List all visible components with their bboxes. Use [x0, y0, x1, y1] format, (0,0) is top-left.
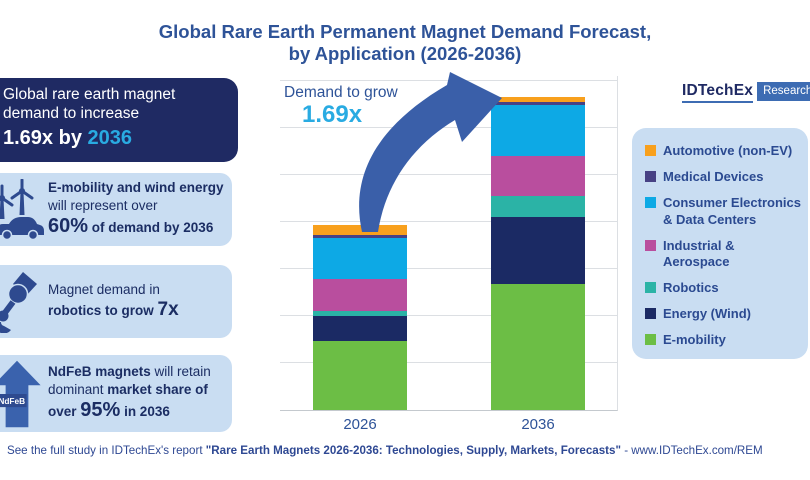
- legend: Automotive (non-EV) Medical Devices Consum…: [632, 128, 808, 359]
- headline-bold: 1.69x by: [3, 126, 88, 149]
- legend-label: Energy (Wind): [663, 306, 751, 322]
- growth-arrow: [359, 72, 502, 232]
- legend-item: Automotive (non-EV): [645, 143, 804, 160]
- bar-segment: [313, 225, 407, 236]
- bar-segment: [491, 284, 585, 410]
- headline-year: 2036: [87, 126, 133, 149]
- footer-prefix: See the full study in IDTechEx's report: [7, 444, 206, 457]
- legend-swatch: [645, 334, 656, 346]
- emobility-stat: 60% of demand by 2036: [48, 214, 224, 240]
- logo-brand: IDTechEx: [682, 82, 754, 103]
- footer-url[interactable]: www.IDTechEx.com/REM: [631, 444, 763, 457]
- legend-label: Medical Devices: [663, 168, 764, 184]
- bar-segment: [313, 237, 407, 280]
- idtechex-logo: IDTechEx Research: [682, 82, 810, 103]
- legend-swatch: [645, 239, 656, 251]
- robotics-regular: Magnet demand in: [48, 281, 160, 297]
- bar-segment: [491, 156, 585, 196]
- legend-swatch: [645, 170, 656, 182]
- bar-segment: [491, 97, 585, 103]
- legend-label: Automotive (non-EV): [663, 143, 793, 158]
- legend-label: Robotics: [663, 280, 719, 296]
- legend-item: Robotics: [645, 280, 804, 297]
- growth-annotation-text: Demand to grow: [284, 84, 398, 101]
- robotics-stat: robotics to grow 7x: [48, 298, 224, 322]
- bar-segment: [491, 102, 585, 105]
- robotics-bold: robotics to grow: [48, 302, 158, 318]
- ndfeb-big-number: 95%: [80, 398, 121, 421]
- legend-item: Consumer Electronics & Data Centers: [645, 195, 804, 229]
- emobility-text: E-mobility and wind energy will represen…: [48, 179, 232, 239]
- bar-segment: [491, 195, 585, 218]
- ndfeb-bold1: NdFeB magnets: [48, 364, 151, 380]
- footer-report-title: "Rare Earth Magnets 2026-2036: Technolog…: [205, 444, 621, 457]
- legend-label: E-mobility: [663, 332, 726, 348]
- legend-item: Industrial & Aerospace: [645, 238, 804, 272]
- ndfeb-stat: over 95% in 2036: [48, 398, 224, 424]
- footer-separator: -: [620, 444, 632, 457]
- ndfeb-bold2: market share of: [107, 381, 208, 397]
- robot-arm-icon: [0, 271, 48, 333]
- emobility-big-number: 60%: [48, 214, 89, 237]
- wind-ev-icon: [0, 178, 48, 241]
- chart-plot: 2026 2036: [280, 76, 618, 433]
- legend-items: Automotive (non-EV) Medical Devices Consum…: [645, 143, 804, 349]
- legend-item: E-mobility: [645, 332, 804, 349]
- gridline: [280, 174, 617, 175]
- page-title: Global Rare Earth Permanent Magnet Deman…: [0, 21, 810, 65]
- legend-swatch: [645, 196, 656, 208]
- legend-swatch: [645, 145, 656, 156]
- x-axis-label-2036: 2036: [521, 416, 555, 433]
- gridline: [280, 362, 617, 363]
- headline-line2: demand to increase: [3, 104, 140, 122]
- callout-headline: Global rare earth magnet demand to incre…: [0, 78, 238, 162]
- gridline: [280, 127, 617, 128]
- ndfeb-icon-label: NdFeB: [0, 396, 25, 406]
- ndfeb-arrow-icon: NdFeB: [0, 359, 48, 429]
- legend-swatch: [645, 308, 656, 320]
- bar-segment: [313, 279, 407, 312]
- bar-segment: [313, 316, 407, 341]
- bar-segment: [491, 104, 585, 157]
- robotics-text: Magnet demand in robotics to grow 7x: [48, 281, 232, 323]
- callout-emobility-wind: E-mobility and wind energy will represen…: [0, 173, 232, 246]
- callout-ndfeb: NdFeB NdFeB magnets will retain dominant…: [0, 355, 232, 432]
- gridline: [280, 268, 617, 269]
- page-title-line1: Global Rare Earth Permanent Magnet Deman…: [158, 21, 652, 42]
- bar-segment: [313, 311, 407, 317]
- emobility-bold2: of demand by 2036: [88, 219, 214, 235]
- emobility-regular: will represent over: [48, 197, 158, 213]
- footer-note: See the full study in IDTechEx's report …: [7, 444, 763, 457]
- legend-item: Energy (Wind): [645, 306, 804, 323]
- bar-segment: [313, 235, 407, 238]
- logo-research-badge: Research: [757, 82, 810, 101]
- gridline: [280, 221, 617, 222]
- legend-label: Industrial & Aerospace: [663, 237, 735, 270]
- gridline: [280, 315, 617, 316]
- ndfeb-bold3: over: [48, 403, 81, 419]
- ndfeb-bold4: in 2036: [120, 403, 170, 419]
- ndfeb-text: NdFeB magnets will retain dominant marke…: [48, 363, 232, 423]
- callout-robotics: Magnet demand in robotics to grow 7x: [0, 265, 232, 338]
- emobility-bold: E-mobility and wind energy: [48, 180, 224, 196]
- headline-line1: Global rare earth magnet: [3, 86, 176, 103]
- robotics-big-number: 7x: [157, 298, 179, 320]
- headline-multiplier: 1.69x by 2036: [3, 127, 228, 150]
- legend-item: Medical Devices: [645, 169, 804, 186]
- ndfeb-regular: will retain dominant: [48, 364, 211, 397]
- growth-annotation-multiplier: 1.69x: [302, 101, 363, 128]
- page-title-line2: by Application (2026-2036): [288, 42, 522, 64]
- bar-segment: [313, 341, 407, 410]
- bar-segment: [491, 217, 585, 285]
- legend-label: Consumer Electronics & Data Centers: [663, 194, 801, 227]
- stacked-bar-2036: [491, 97, 585, 410]
- legend-swatch: [645, 282, 656, 294]
- stacked-bar-2026: [313, 225, 407, 410]
- x-axis-label-2026: 2026: [343, 416, 377, 433]
